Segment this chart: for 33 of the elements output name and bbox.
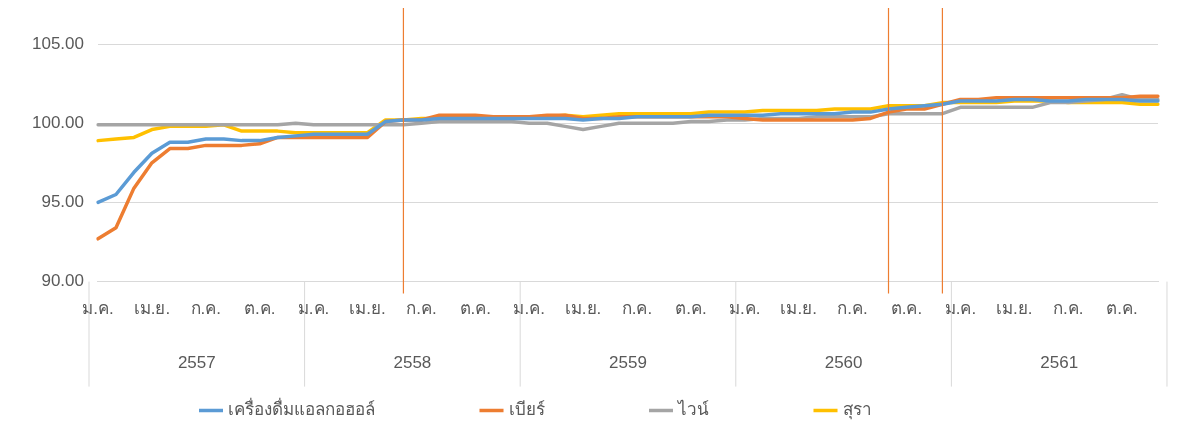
text: 2558 <box>393 353 432 373</box>
x-tick-label: เม.ย. <box>780 299 817 319</box>
y-tick-label: 90.00 <box>41 271 84 291</box>
text: 2560 <box>824 353 863 373</box>
x-tick-label: ต.ค. <box>459 299 492 319</box>
x-tick-label: ก.ค. <box>406 299 437 319</box>
x-tick-label: ต.ค. <box>890 299 923 319</box>
x-tick-label: ก.ค. <box>837 299 868 319</box>
text: 2561 <box>1040 353 1079 373</box>
x-tick-label: เม.ย. <box>349 299 386 319</box>
legend-label: ไวน์ <box>676 399 811 420</box>
legend-label: เครื่องดื่มแอลกอฮอล์ <box>228 397 477 420</box>
x-tick-label: ม.ค. <box>944 299 977 319</box>
text: 2559 <box>609 353 647 373</box>
x-tick-label: ม.ค. <box>297 299 330 319</box>
x-tick-label: ม.ค. <box>729 299 761 319</box>
x-tick-label: ต.ค. <box>675 299 707 319</box>
x-tick-label: เม.ย. <box>996 299 1033 319</box>
text: 2557 <box>177 353 216 373</box>
legend-label: เบียร์ <box>508 400 647 420</box>
legend-label: สุรา <box>842 400 974 421</box>
x-tick-label: ต.ค. <box>243 299 276 319</box>
y-tick-label: 105.00 <box>32 33 84 53</box>
x-tick-label: ก.ค. <box>621 299 653 319</box>
x-tick-label: ก.ค. <box>190 299 222 319</box>
x-tick-label: ม.ค. <box>82 299 114 319</box>
x-tick-label: ม.ค. <box>513 299 545 319</box>
x-tick-label: เม.ย. <box>564 299 602 319</box>
x-tick-label: ต.ค. <box>1106 299 1138 319</box>
y-tick-label: 100.00 <box>32 112 84 132</box>
x-tick-label: ก.ค. <box>1052 299 1084 319</box>
x-tick-label: เม.ย. <box>133 299 171 319</box>
y-tick-label: 95.00 <box>41 192 84 212</box>
